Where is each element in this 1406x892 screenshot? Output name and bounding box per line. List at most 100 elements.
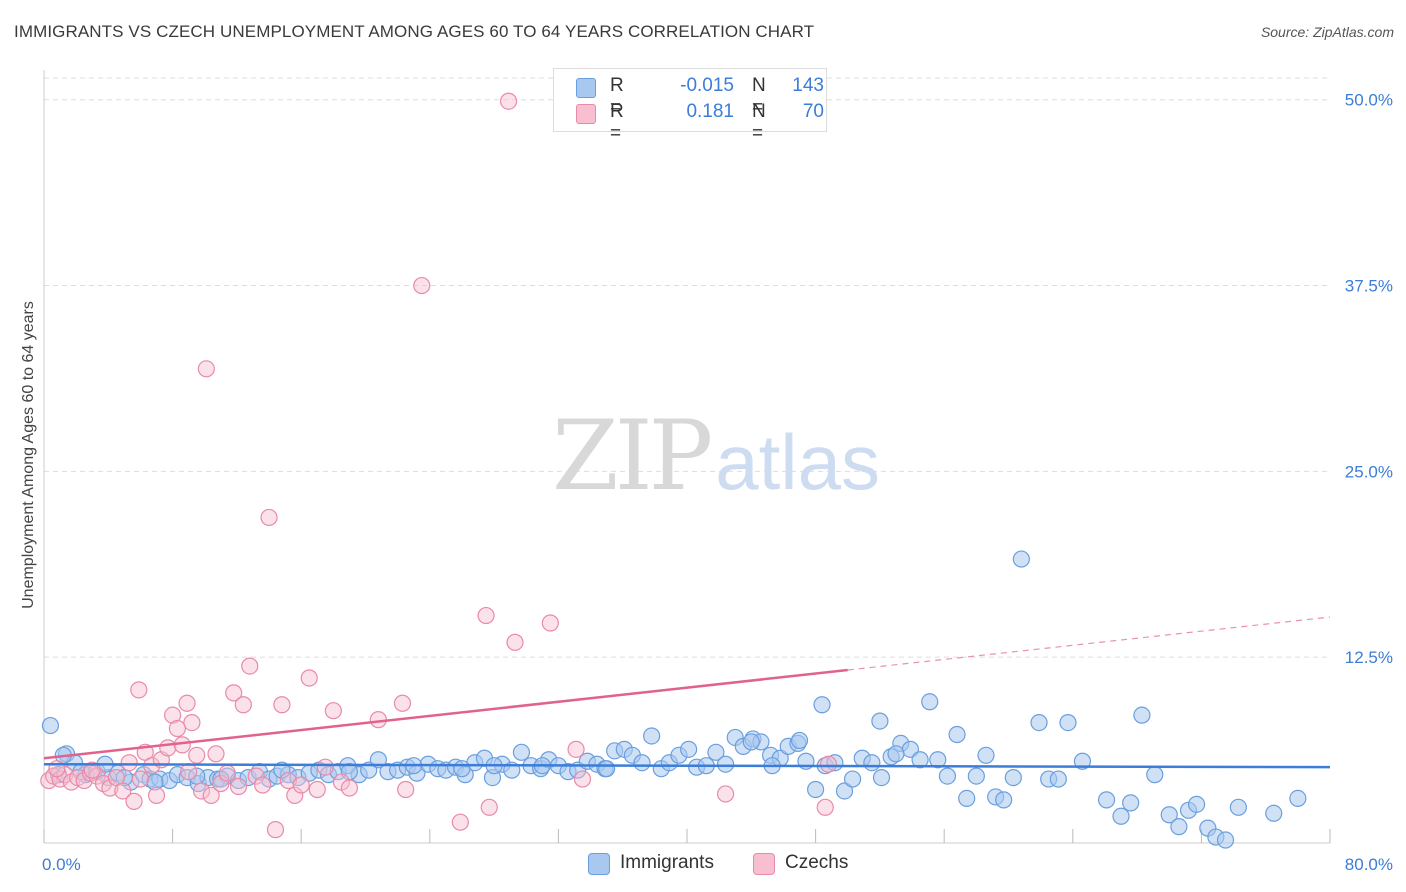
czechs-point [247,767,265,785]
immigrants-point [1004,768,1022,787]
immigrants-point [872,768,891,787]
czechs-point [541,614,559,632]
czechs-point [260,508,278,527]
immigrants-point [1160,806,1178,824]
immigrants-point [707,743,725,761]
czechs-point [451,813,469,831]
immigrants-point [1265,804,1283,822]
czechs-point [369,711,387,729]
immigrants-point [1097,791,1116,809]
immigrants-point [633,754,651,772]
immigrants-trend-line [43,762,1331,769]
watermark-atlas: atlas [715,418,880,506]
tick-labels: 12.5% 25.0% 37.5% 50.0% 0.0% 80.0% [42,91,1393,874]
trend-lines [43,616,1331,769]
immigrants-point [863,754,881,772]
czechs-point [573,770,592,788]
immigrants-point [813,696,831,714]
czechs-point [567,740,585,758]
immigrants-point [921,693,939,711]
y-tick-label: 25.0% [1345,462,1393,481]
czechs-point [340,779,359,797]
immigrants-point [871,712,889,730]
czechs-point [114,782,132,800]
immigrants-point [911,751,929,769]
czechs-point [292,776,310,794]
immigrants-point [790,731,809,750]
immigrants-point [512,743,531,761]
czechs-point [241,657,259,675]
x-tick-label: 80.0% [1345,855,1393,874]
immigrants-point [929,751,947,769]
r-label: R = [610,75,624,118]
czechs-point [477,606,495,625]
correlation-legend: R = -0.015 N = 143 R = 0.181 N = 70 [553,68,827,144]
immigrants-legend-swatch [588,853,610,875]
czechs-point [286,786,304,805]
immigrants-point [742,733,760,751]
czechs-point [130,681,148,699]
n-label: N = [752,75,766,118]
czechs-point [202,786,220,805]
x-tick-label: 0.0% [42,855,81,874]
immigrants-point [977,746,995,764]
immigrants-point [1049,770,1067,788]
czechs-point [212,774,230,793]
watermark: ZIPatlas [552,400,880,512]
legend-label-czechs: Czechs [785,852,849,873]
czechs-point [266,821,285,839]
czechs-point [308,780,326,799]
legend-label-immigrants: Immigrants [620,852,714,873]
chart-title: IMMIGRANTS VS CZECH UNEMPLOYMENT AMONG A… [14,22,815,41]
immigrants-point [843,770,862,788]
immigrants-point [598,760,616,778]
czechs-trend-extension [847,616,1331,671]
immigrants-point [887,745,905,763]
czechs-point [300,669,318,687]
immigrants-point [716,755,735,773]
immigrants-point [1073,752,1092,770]
immigrants-point [938,767,957,785]
immigrants-point [146,773,164,791]
czechs-point [254,776,272,794]
czechs-point [218,764,236,782]
czechs-point [180,763,198,781]
czechs-swatch [576,104,596,124]
immigrants-point [680,740,698,758]
axes [43,70,1331,844]
czechs-point [480,798,498,816]
immigrants-point [1133,706,1151,724]
immigrants-point [995,791,1013,809]
czechs-point [716,785,735,803]
czechs-point [120,754,138,772]
immigrants-point [958,789,976,808]
n-value: 143 [792,75,824,96]
immigrants-point [273,761,291,779]
y-tick-label: 37.5% [1345,277,1393,296]
czechs-points [40,92,838,839]
immigrants-point [453,760,471,778]
immigrants-point [1112,807,1130,825]
r-value: -0.015 [680,75,734,96]
y-axis-label-wrap: Unemployment Among Ages 60 to 64 years [14,70,44,840]
czechs-point [178,694,196,712]
immigrants-swatch [576,78,596,98]
immigrants-point [948,725,966,744]
r-label: R = [610,101,624,144]
czechs-point [83,761,101,779]
immigrants-point [835,782,854,800]
czechs-point [397,780,415,799]
immigrants-point [1012,550,1030,568]
czechs-trend-line [43,668,848,760]
czechs-point [279,771,297,790]
grid-lines [44,77,1330,658]
czechs-point [393,694,412,712]
czechs-point [125,792,143,810]
czechs-point [183,713,201,732]
y-tick-label: 50.0% [1345,91,1393,110]
n-label: N = [752,101,766,144]
source-label: Source: ZipAtlas.com [1260,24,1394,40]
immigrants-point [212,770,230,788]
immigrants-point [1187,795,1206,813]
